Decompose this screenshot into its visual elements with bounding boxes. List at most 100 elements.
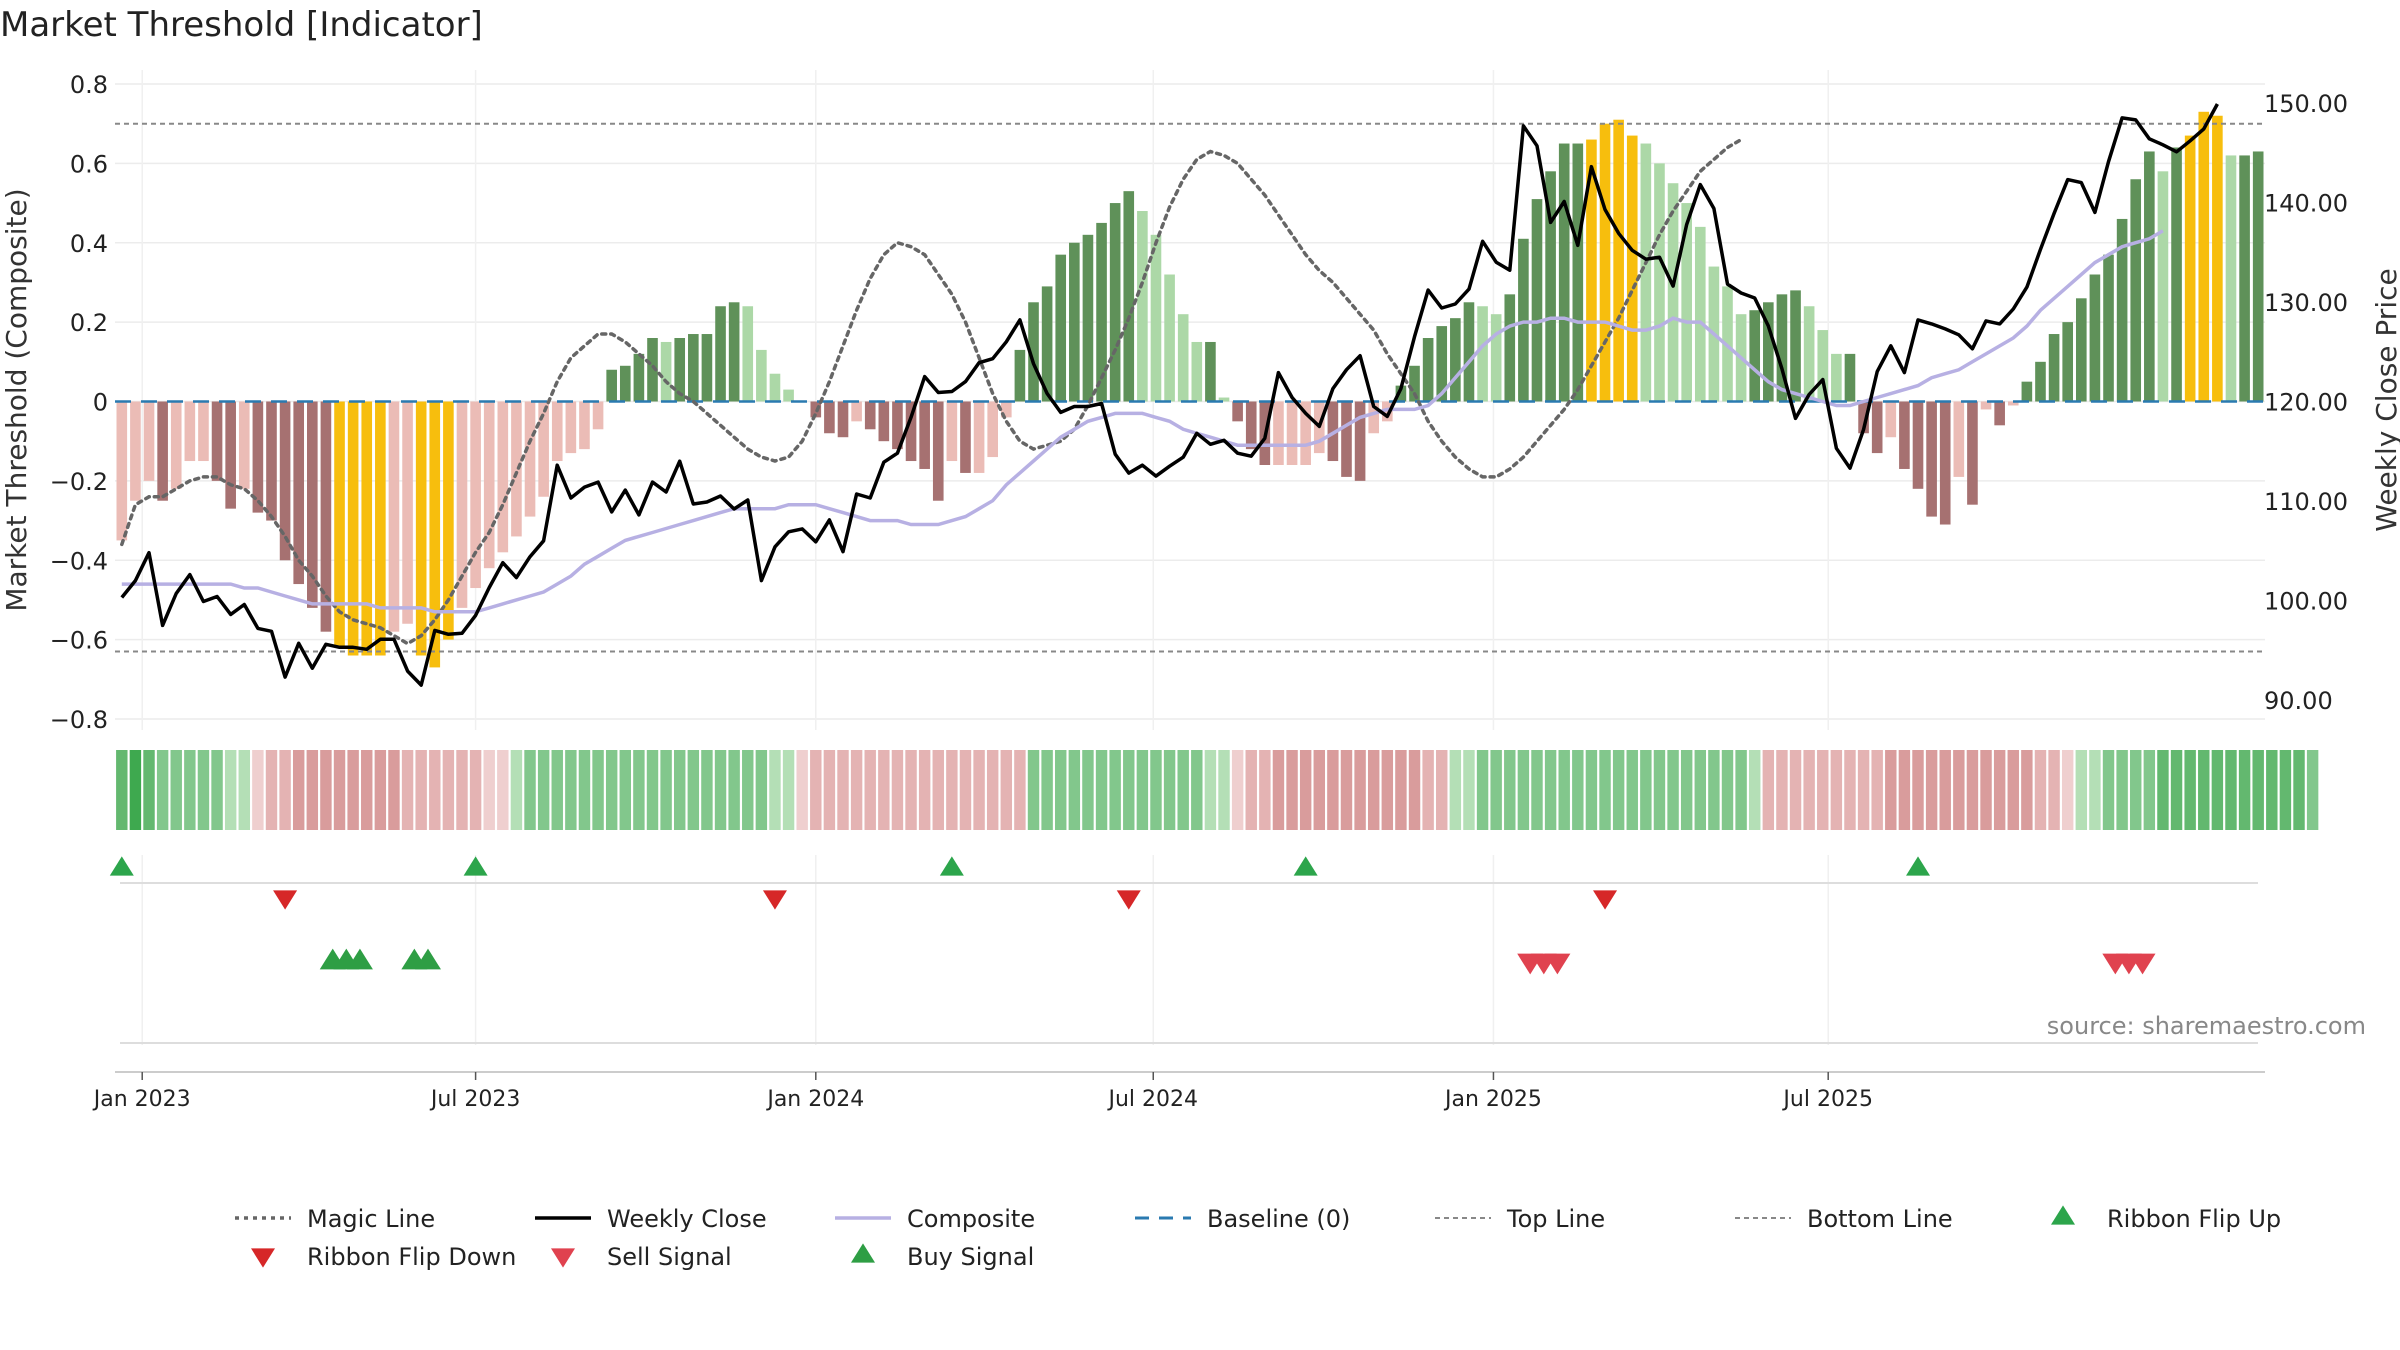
ribbon-cell [224, 750, 237, 830]
ribbon-cell [415, 750, 427, 830]
composite-bar [1463, 302, 1475, 402]
composite-bar [252, 401, 264, 513]
right-tick-label: 120.00 [2264, 389, 2348, 417]
x-tick-label: Jul 2023 [429, 1087, 521, 1112]
ribbon-cell [265, 750, 278, 830]
ribbon-cell [796, 750, 808, 830]
left-tick-label: −0.8 [50, 706, 108, 734]
composite-bar [1069, 242, 1080, 402]
ribbon-cell [469, 750, 482, 830]
composite-bar [1232, 401, 1243, 422]
ribbon-cell [252, 750, 264, 830]
ribbon-cell [1177, 750, 1189, 830]
ribbon-flip-up-marker [1906, 856, 1931, 876]
ribbon-cell [592, 750, 604, 830]
main-panel: 0.8 0.6 0.4 0.2 0 −0.2 −0.4 −0.6 −0.8 150.00 140.… [0, 70, 2400, 734]
composite-bar [1817, 330, 1829, 402]
ribbon-cell [1762, 750, 1775, 830]
legend-item: Sell Signal [551, 1243, 732, 1271]
ribbon-cell [2184, 750, 2196, 830]
ribbon-cell [1272, 750, 1285, 830]
ribbon-cell [1544, 750, 1557, 830]
legend-item: Magic Line [235, 1205, 435, 1233]
ribbon-cell [306, 750, 319, 830]
ribbon-cell [578, 750, 591, 830]
composite-bar [1164, 274, 1175, 402]
composite-bar [334, 401, 345, 648]
ribbon-cell [551, 750, 563, 830]
ribbon-cell [810, 750, 822, 830]
composite-bar [742, 306, 754, 402]
composite-bar [266, 401, 277, 521]
legend-label: Ribbon Flip Up [2107, 1205, 2281, 1233]
ribbon-cell [1599, 750, 1611, 830]
ribbon-cell [2130, 750, 2142, 830]
x-tick-label: Jan 2025 [1443, 1087, 1542, 1112]
left-tick-label: 0.8 [70, 71, 108, 99]
legend: Magic Line Weekly Close Composite Baseline … [235, 1205, 2281, 1271]
composite-bar [1980, 401, 1992, 410]
composite-bar [551, 401, 563, 462]
ribbon-cell [946, 750, 958, 830]
ribbon-cell [537, 750, 550, 830]
ribbon-cell [1912, 750, 1924, 830]
ribbon-cell [878, 750, 890, 830]
ribbon-cell [1803, 750, 1815, 830]
composite-bar [1763, 302, 1774, 402]
ribbon-cell [388, 750, 400, 830]
composite-bar [2239, 155, 2250, 402]
ribbon-cell [1041, 750, 1053, 830]
right-tick-label: 130.00 [2264, 289, 2348, 317]
legend-swatch [2051, 1205, 2075, 1225]
ribbon-cell [837, 750, 849, 830]
ribbon-cell [1218, 750, 1230, 830]
composite-bar [347, 401, 359, 656]
composite-bar [987, 401, 998, 458]
ribbon-cell [1789, 750, 1802, 830]
composite-bar [1082, 234, 1094, 402]
ribbon-cell [1123, 750, 1135, 830]
composite-bar [1613, 119, 1624, 402]
composite-bar [592, 401, 604, 430]
ribbon-cell [1408, 750, 1421, 830]
ribbon-cell [918, 750, 931, 830]
ribbon-cell [1231, 750, 1244, 830]
composite-bar [1300, 401, 1311, 465]
legend-item: Bottom Line [1735, 1205, 1953, 1233]
ribbon-cell [605, 750, 618, 830]
ribbon-cell [2089, 750, 2101, 830]
ribbon-cell [1327, 750, 1339, 830]
composite-bar [1273, 401, 1284, 465]
composite-bar [946, 401, 958, 462]
ribbon-cell [1980, 750, 1992, 830]
composite-bar [524, 401, 536, 517]
ribbon-cell [755, 750, 768, 830]
composite-bar [1000, 401, 1012, 418]
composite-bar [2048, 334, 2060, 402]
composite-bar [1096, 222, 1107, 402]
ribbon-cell [1531, 750, 1543, 830]
ribbon-cell [565, 750, 577, 830]
ribbon-cell [211, 750, 223, 830]
composite-bar [701, 334, 713, 402]
composite-bar [2157, 171, 2169, 402]
signal-markers [109, 856, 2156, 975]
buy-signal-marker [346, 948, 373, 970]
ribbon-cell [2306, 750, 2319, 830]
composite-bar [198, 401, 209, 462]
ribbon-cell [1517, 750, 1530, 830]
composite-bar [1041, 286, 1053, 402]
ribbon-cell [1993, 750, 2006, 830]
ribbon-panel [116, 750, 2319, 830]
series-lines [120, 103, 2219, 687]
ribbon-cell [633, 750, 645, 830]
composite-bar [1545, 171, 1556, 402]
composite-bar [1599, 123, 1611, 402]
composite-bar [1654, 163, 1665, 402]
ribbon-cell [1476, 750, 1489, 830]
composite-bar [674, 338, 686, 402]
composite-bar [1327, 401, 1339, 462]
legend-swatch [251, 1248, 275, 1268]
composite-bar [2021, 381, 2033, 402]
composite-bar [1572, 143, 1584, 402]
